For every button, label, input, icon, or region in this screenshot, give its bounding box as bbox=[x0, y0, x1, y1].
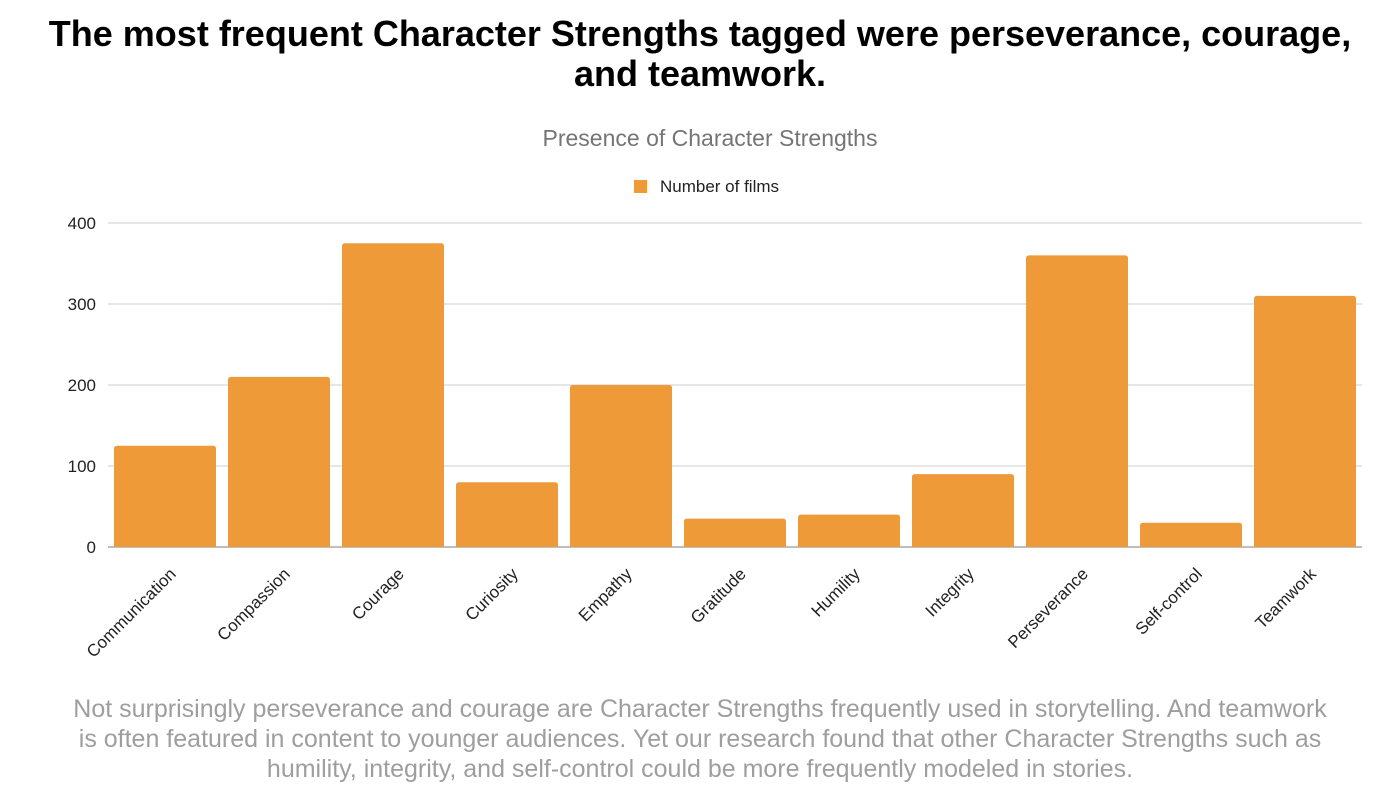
y-tick-label: 100 bbox=[68, 457, 96, 476]
legend-label: Number of films bbox=[660, 177, 779, 196]
y-axis-ticks: 0 100 200 300 400 bbox=[68, 214, 96, 557]
footnote-line-2: is often featured in content to younger … bbox=[78, 725, 1322, 753]
bar-curiosity bbox=[456, 482, 558, 547]
footnote-line-3: humility, integrity, and self-control co… bbox=[266, 755, 1134, 783]
legend-swatch bbox=[634, 180, 647, 193]
bar-self-control bbox=[1140, 522, 1242, 547]
x-tick-label: Courage bbox=[348, 564, 408, 624]
bar-humility bbox=[798, 514, 900, 547]
bar-chart: Presence of Character Strengths Number o… bbox=[68, 125, 1362, 661]
x-tick-label: Perseverance bbox=[1004, 564, 1092, 652]
bar-compassion bbox=[228, 376, 330, 547]
x-tick-label: Communication bbox=[83, 564, 180, 661]
footnote-line-1: Not surprisingly perseverance and courag… bbox=[73, 695, 1327, 723]
x-tick-label: Self-control bbox=[1132, 564, 1206, 638]
bar-gratitude bbox=[684, 518, 786, 547]
footnote: Not surprisingly perseverance and courag… bbox=[0, 694, 1400, 784]
y-tick-label: 200 bbox=[68, 376, 96, 395]
bar-courage bbox=[342, 243, 444, 547]
x-tick-label: Compassion bbox=[214, 564, 294, 644]
x-axis-labels: Communication Compassion Courage Curiosity E… bbox=[83, 564, 1320, 661]
x-tick-label: Curiosity bbox=[462, 564, 523, 625]
x-tick-label: Humility bbox=[808, 564, 865, 621]
bar-communication bbox=[114, 445, 216, 547]
y-tick-label: 0 bbox=[87, 538, 96, 557]
bar-teamwork bbox=[1254, 295, 1356, 547]
headline-line-1: The most frequent Character Strengths ta… bbox=[48, 13, 1352, 54]
y-tick-label: 300 bbox=[68, 295, 96, 314]
y-tick-label: 400 bbox=[68, 214, 96, 233]
x-tick-label: Gratitude bbox=[687, 564, 750, 627]
bar-empathy bbox=[570, 385, 672, 547]
bars bbox=[114, 243, 1356, 547]
headline-line-2: and teamwork. bbox=[573, 53, 827, 94]
bar-perseverance bbox=[1026, 255, 1128, 547]
bar-integrity bbox=[912, 474, 1014, 547]
headline: The most frequent Character Strengths ta… bbox=[0, 14, 1400, 94]
x-tick-label: Teamwork bbox=[1252, 564, 1321, 633]
legend: Number of films bbox=[634, 177, 779, 196]
chart-title: Presence of Character Strengths bbox=[543, 125, 878, 151]
x-tick-label: Empathy bbox=[575, 564, 636, 625]
x-tick-label: Integrity bbox=[922, 564, 979, 621]
